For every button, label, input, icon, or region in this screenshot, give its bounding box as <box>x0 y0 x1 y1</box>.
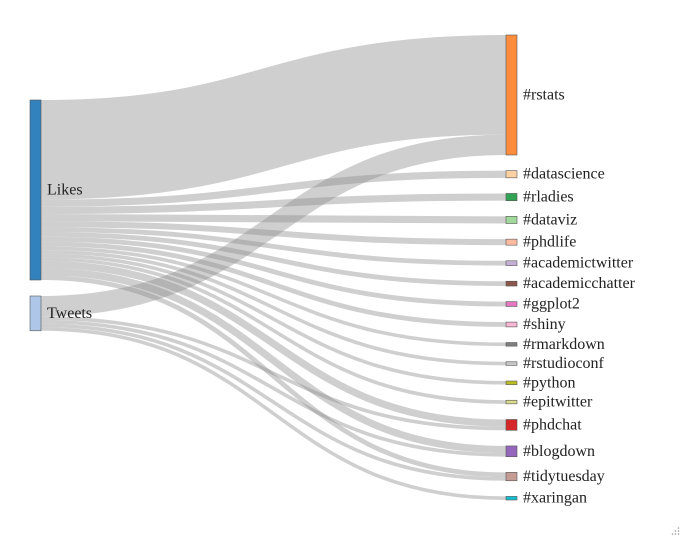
node-ggplot2[interactable] <box>505 301 518 307</box>
node-academictwitter[interactable] <box>505 260 518 266</box>
link-tweets-rstats[interactable] <box>40 134 507 317</box>
link-likes-epitwitter[interactable] <box>40 257 507 404</box>
link-likes-shiny[interactable] <box>40 241 507 327</box>
node-academicchatter[interactable] <box>505 280 518 287</box>
label-phdlife: #phdlife <box>523 234 576 251</box>
node-epitwitter[interactable] <box>505 399 518 405</box>
node-python[interactable] <box>505 380 518 385</box>
link-tweets-blogdown[interactable] <box>40 320 507 457</box>
link-likes-datascience[interactable] <box>40 170 507 207</box>
label-rladies: #rladies <box>523 189 574 206</box>
link-likes-python[interactable] <box>40 253 507 385</box>
label-ggplot2: #ggplot2 <box>523 296 580 313</box>
label-phdchat: #phdchat <box>523 416 582 433</box>
label-epitwitter: #epitwitter <box>523 394 593 411</box>
label-shiny: #shiny <box>523 316 566 333</box>
node-phdchat[interactable] <box>505 419 518 431</box>
link-tweets-xaringan[interactable] <box>40 327 507 500</box>
label-xaringan: #xaringan <box>523 490 587 507</box>
label-academicchatter: #academicchatter <box>523 275 636 292</box>
label-datascience: #datascience <box>523 166 605 183</box>
link-likes-blogdown[interactable] <box>40 268 507 454</box>
link-likes-academicchatter[interactable] <box>40 232 507 287</box>
label-rmarkdown: #rmarkdown <box>523 336 605 353</box>
node-rstudioconf[interactable] <box>505 361 518 366</box>
node-shiny[interactable] <box>505 321 518 328</box>
link-likes-rstats[interactable] <box>40 35 507 200</box>
node-xaringan[interactable] <box>505 496 518 501</box>
link-tweets-tidytuesday[interactable] <box>40 323 507 481</box>
node-blogdown[interactable] <box>505 445 518 458</box>
label-python: #python <box>523 374 575 391</box>
label-rstats: #rstats <box>523 87 565 104</box>
link-likes-rstudioconf[interactable] <box>40 250 507 366</box>
link-likes-rmarkdown[interactable] <box>40 246 507 347</box>
link-tweets-phdchat[interactable] <box>40 316 507 431</box>
node-rstats[interactable] <box>505 34 518 156</box>
link-likes-tidytuesday[interactable] <box>40 275 507 478</box>
label-rstudioconf: #rstudioconf <box>523 355 605 372</box>
labels-layer: Likes Tweets #rstats #datascience #rladies #d… <box>47 87 636 507</box>
resize-grip-icon[interactable] <box>670 525 680 535</box>
links-layer <box>40 35 507 500</box>
label-likes: Likes <box>47 182 83 199</box>
link-likes-academictwitter[interactable] <box>40 227 507 266</box>
nodes-layer <box>29 34 518 501</box>
label-blogdown: #blogdown <box>523 443 595 460</box>
node-rmarkdown[interactable] <box>505 342 518 347</box>
node-likes[interactable] <box>29 99 42 281</box>
link-likes-phdlife[interactable] <box>40 221 507 246</box>
label-academictwitter: #academictwitter <box>523 255 634 272</box>
node-tweets[interactable] <box>29 295 42 332</box>
link-likes-dataviz[interactable] <box>40 214 507 224</box>
link-likes-phdchat[interactable] <box>40 260 507 427</box>
label-tweets: Tweets <box>47 305 92 322</box>
link-likes-ggplot2[interactable] <box>40 236 507 307</box>
node-datascience[interactable] <box>505 170 518 179</box>
node-dataviz[interactable] <box>505 216 518 224</box>
node-rladies[interactable] <box>505 193 518 201</box>
link-likes-rladies[interactable] <box>40 193 507 214</box>
label-dataviz: #dataviz <box>523 211 577 228</box>
node-tidytuesday[interactable] <box>505 472 518 482</box>
node-phdlife[interactable] <box>505 238 518 246</box>
label-tidytuesday: #tidytuesday <box>523 468 605 485</box>
